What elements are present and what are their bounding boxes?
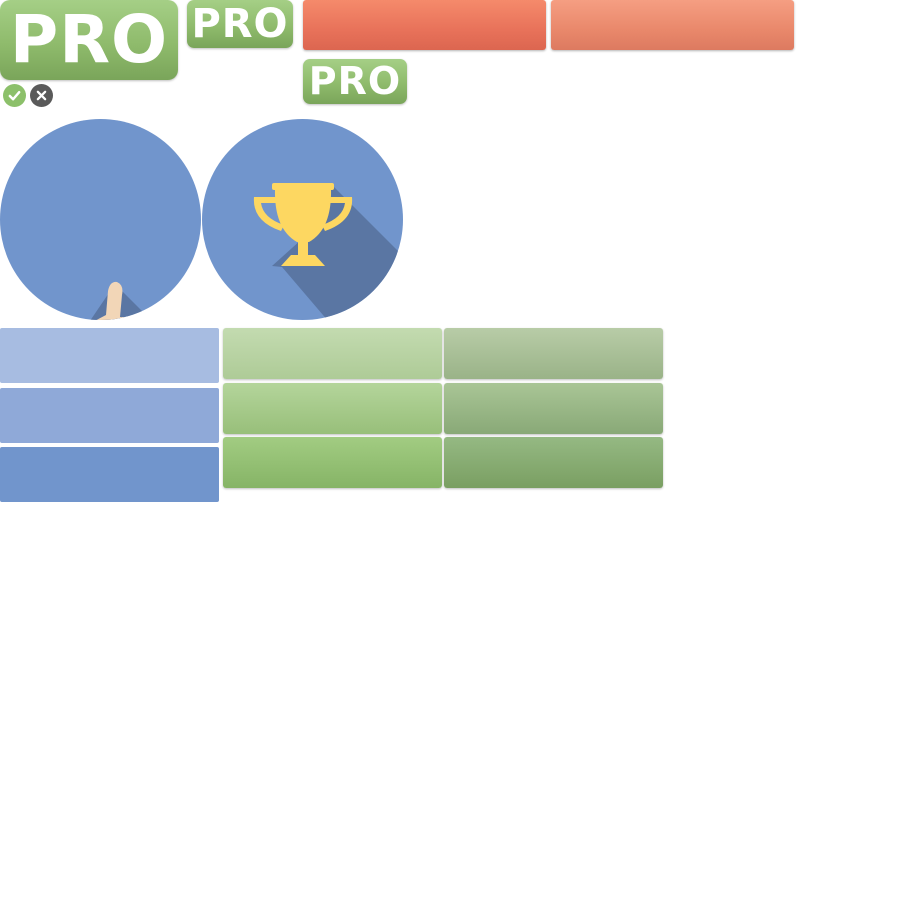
check-icon[interactable]	[3, 84, 26, 107]
green-button-5[interactable]	[223, 437, 442, 488]
trophy-icon	[202, 119, 403, 320]
close-icon[interactable]	[30, 84, 53, 107]
blue-block-dark[interactable]	[0, 447, 219, 502]
thumbs-up-icon	[0, 119, 201, 320]
pro-badge-small[interactable]: PRO	[303, 59, 407, 104]
pro-badge-large[interactable]: PRO	[0, 0, 178, 80]
green-button-3[interactable]	[223, 383, 442, 434]
pro-badge-medium[interactable]: PRO	[187, 0, 293, 48]
red-button-1[interactable]	[303, 0, 546, 50]
red-button-2[interactable]	[551, 0, 794, 50]
blue-block-medium[interactable]	[0, 388, 219, 443]
green-button-1[interactable]	[223, 328, 442, 379]
blue-block-light[interactable]	[0, 328, 219, 383]
green-button-2[interactable]	[444, 328, 663, 379]
green-button-6[interactable]	[444, 437, 663, 488]
green-button-4[interactable]	[444, 383, 663, 434]
